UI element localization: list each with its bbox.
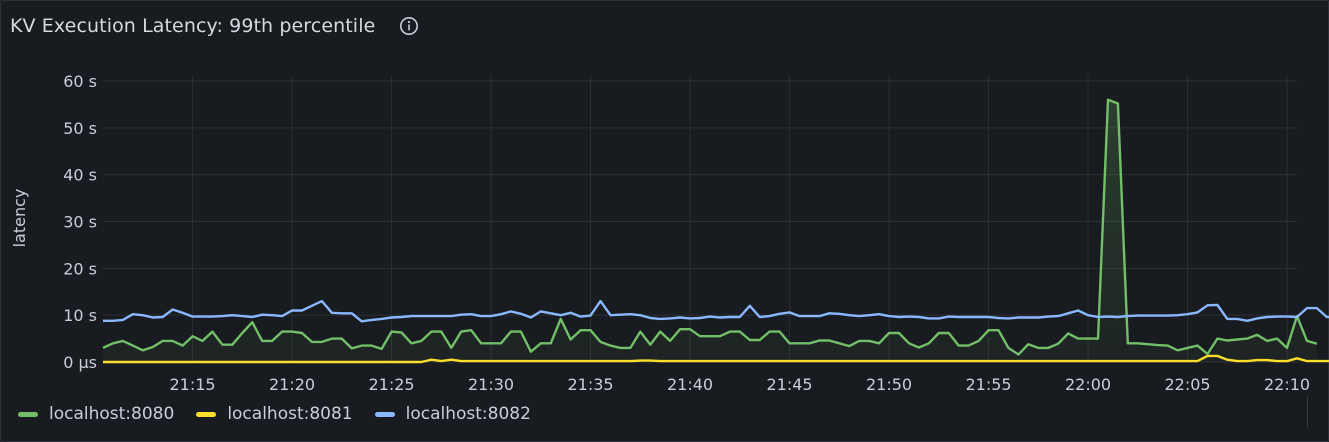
x-tick-label: 22:10 [1264, 375, 1310, 394]
x-tick-label: 21:55 [965, 375, 1011, 394]
info-circle-icon[interactable] [399, 16, 419, 36]
series-lines [102, 98, 1329, 364]
x-tick-label: 21:50 [866, 375, 912, 394]
legend-item-localhost-8082[interactable]: localhost:8082 [374, 404, 531, 424]
x-axis-ticks: 21:15 21:20 21:25 21:30 21:35 21:40 21:45 21:50… [169, 375, 1310, 394]
series-fills [103, 99, 1317, 362]
x-tick-label: 21:45 [766, 375, 812, 394]
y-tick-label: 50 s [63, 119, 97, 138]
legend-label: localhost:8082 [405, 404, 531, 424]
legend-swatch [18, 411, 38, 417]
x-tick-label: 21:25 [368, 375, 414, 394]
series-line-localhost-8080 [102, 98, 1318, 356]
y-tick-label: 60 s [63, 72, 97, 91]
legend-swatch [196, 411, 217, 417]
legend-item-localhost-8080[interactable]: localhost:8080 [18, 404, 174, 424]
x-tick-label: 21:40 [667, 375, 713, 394]
series-line-localhost-8081 [103, 354, 1329, 364]
panel-header: KV Execution Latency: 99th percentile [10, 12, 419, 40]
y-tick-label: 30 s [63, 213, 97, 232]
x-tick-label: 22:05 [1164, 375, 1210, 394]
legend-swatch [374, 411, 395, 417]
y-axis-label: latency [10, 189, 29, 248]
y-tick-label: 20 s [63, 259, 97, 278]
y-axis-ticks: 0 µs 10 s 20 s 30 s 40 s 50 s 60 s [63, 72, 97, 372]
x-tick-label: 21:30 [468, 375, 514, 394]
chart-legend: localhost:8080 localhost:8081 localhost:80… [18, 401, 553, 427]
legend-label: localhost:8080 [49, 404, 175, 424]
legend-divider [1307, 397, 1308, 427]
y-tick-label: 0 µs [63, 353, 97, 372]
y-tick-label: 10 s [63, 306, 97, 325]
series-line-localhost-8082 [103, 299, 1329, 323]
x-tick-label: 21:20 [269, 375, 315, 394]
legend-label: localhost:8081 [227, 404, 353, 424]
panel-title: KV Execution Latency: 99th percentile [10, 15, 376, 37]
x-tick-label: 22:00 [1065, 375, 1111, 394]
x-tick-label: 21:35 [567, 375, 613, 394]
legend-item-localhost-8081[interactable]: localhost:8081 [196, 404, 353, 424]
series-area-localhost-8080 [103, 99, 1317, 362]
x-tick-label: 21:15 [169, 375, 215, 394]
y-tick-label: 40 s [63, 166, 97, 185]
